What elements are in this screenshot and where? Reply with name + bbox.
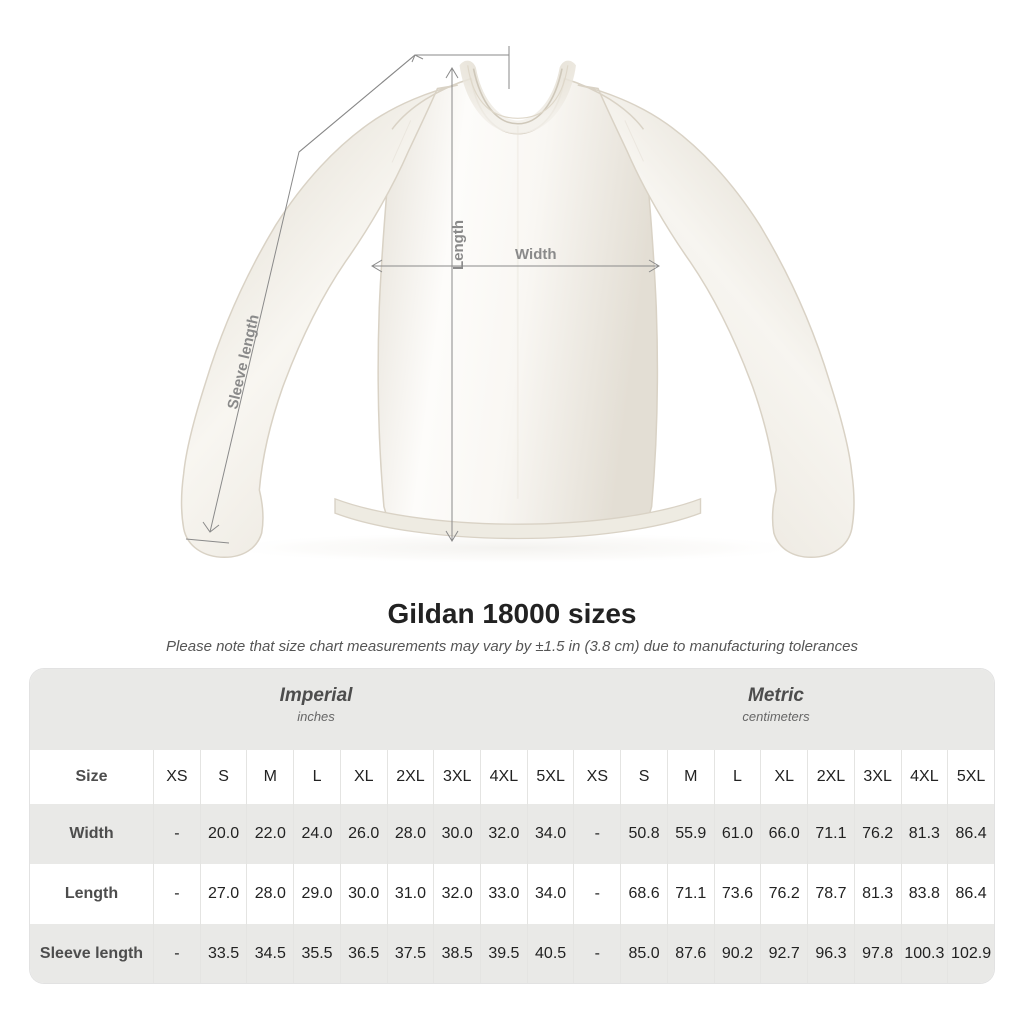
svg-text:Length: Length <box>450 220 467 270</box>
svg-text:Width: Width <box>515 246 557 263</box>
